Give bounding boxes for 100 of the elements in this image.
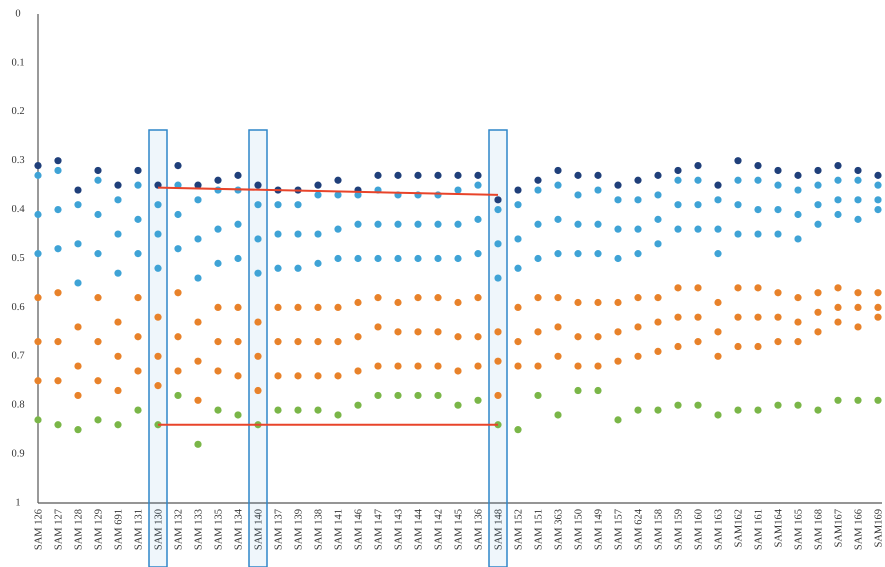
point [674,314,682,321]
y-tick-label: 0.4 [11,204,26,216]
point [594,362,602,370]
point [194,440,202,448]
point [434,254,442,262]
point [94,338,102,346]
point [554,250,562,258]
x-tick-label: SAM 624 [634,508,644,550]
point [654,406,662,414]
point [74,392,82,400]
point [394,298,402,306]
point [854,166,862,174]
point [374,362,382,370]
point [814,328,822,336]
x-tick-label: SAM 134 [234,508,244,550]
point [334,254,342,262]
point [334,304,342,311]
y-tick-label: 0.7 [11,350,25,362]
point [434,220,442,228]
point [514,235,522,243]
point [74,279,82,287]
point [674,284,682,292]
point [774,182,782,189]
point [354,220,362,228]
point [814,406,822,414]
point [74,362,82,370]
point [874,196,882,204]
point [394,172,402,179]
point [294,372,302,380]
point [574,250,582,258]
point [134,166,142,174]
point [754,176,762,184]
point [814,182,822,189]
point [314,406,322,414]
point [854,323,862,331]
point [394,362,402,370]
point [694,162,702,170]
x-tick-label: SAM 691 [114,509,124,550]
point [874,396,882,404]
point [474,396,482,404]
point [554,411,562,419]
point [534,254,542,262]
point [54,206,62,214]
point [394,254,402,262]
x-tick-label: SAM 152 [514,509,524,550]
point [434,392,442,400]
point [774,402,782,409]
point [494,392,502,400]
point [214,338,222,346]
x-tick-label: SAM 166 [854,509,864,550]
x-tick-label: SAM 157 [614,509,624,550]
point [554,294,562,302]
point [874,304,882,311]
point [714,352,722,360]
point [234,220,242,228]
point [54,245,62,252]
point [454,367,462,375]
point [334,411,342,419]
x-tick-label: SAM 130 [154,509,164,550]
point [154,314,162,321]
point [114,196,122,204]
point [634,250,642,258]
point [694,314,702,321]
point [194,196,202,204]
point [494,358,502,365]
x-tick-label: SAM 165 [794,509,804,550]
y-tick-label: 0.5 [11,252,25,264]
point [514,338,522,346]
point [454,254,462,262]
point [714,250,722,258]
point [794,402,802,409]
point [494,274,502,282]
point [354,254,362,262]
point [134,367,142,375]
point [34,172,42,179]
point [414,362,422,370]
point [794,338,802,346]
point [174,333,182,340]
point [714,182,722,189]
point [534,186,542,194]
point [754,162,762,170]
x-tick-label: SAM 141 [334,509,344,550]
point [634,323,642,331]
point [654,318,662,326]
point [494,206,502,214]
x-tick-label: SAM 135 [214,509,224,550]
point [614,358,622,365]
point [534,176,542,184]
point [434,362,442,370]
point [834,284,842,292]
point [794,172,802,179]
point [374,392,382,400]
point [114,386,122,394]
point [314,230,322,238]
point [254,270,262,277]
point [714,411,722,419]
point [634,226,642,233]
point [154,201,162,208]
point [54,166,62,174]
point [694,226,702,233]
